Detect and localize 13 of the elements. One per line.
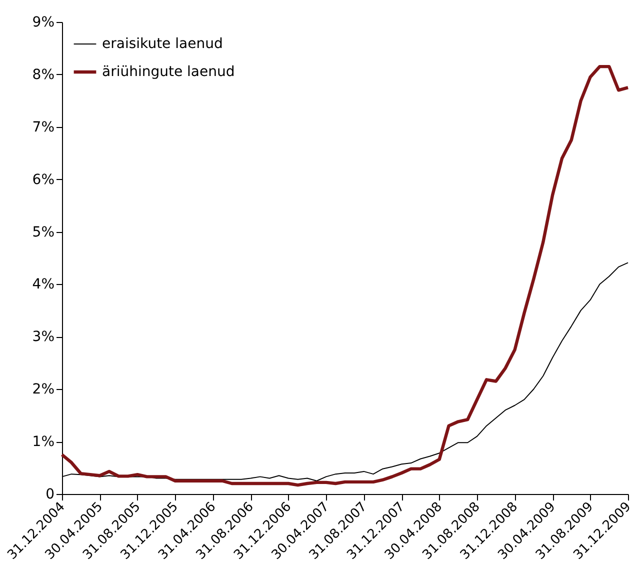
y-tick-label: 6% — [32, 172, 54, 188]
y-tick-label: 9% — [32, 14, 54, 30]
y-tick-label: 7% — [32, 119, 54, 136]
line-series — [60, 64, 630, 487]
y-tick-label: 2% — [32, 382, 54, 398]
legend-label: eraisikute laenud — [102, 36, 223, 52]
legend-label: äriühingute laenud — [102, 64, 235, 80]
y-tick-label: 3% — [32, 329, 54, 346]
y-tick-label: 1% — [32, 434, 54, 450]
y-tick-label: 5% — [32, 224, 54, 240]
y-tick-label: 0 — [46, 486, 54, 502]
y-tick-label: 8% — [32, 66, 54, 83]
y-tick-label: 4% — [32, 276, 54, 293]
